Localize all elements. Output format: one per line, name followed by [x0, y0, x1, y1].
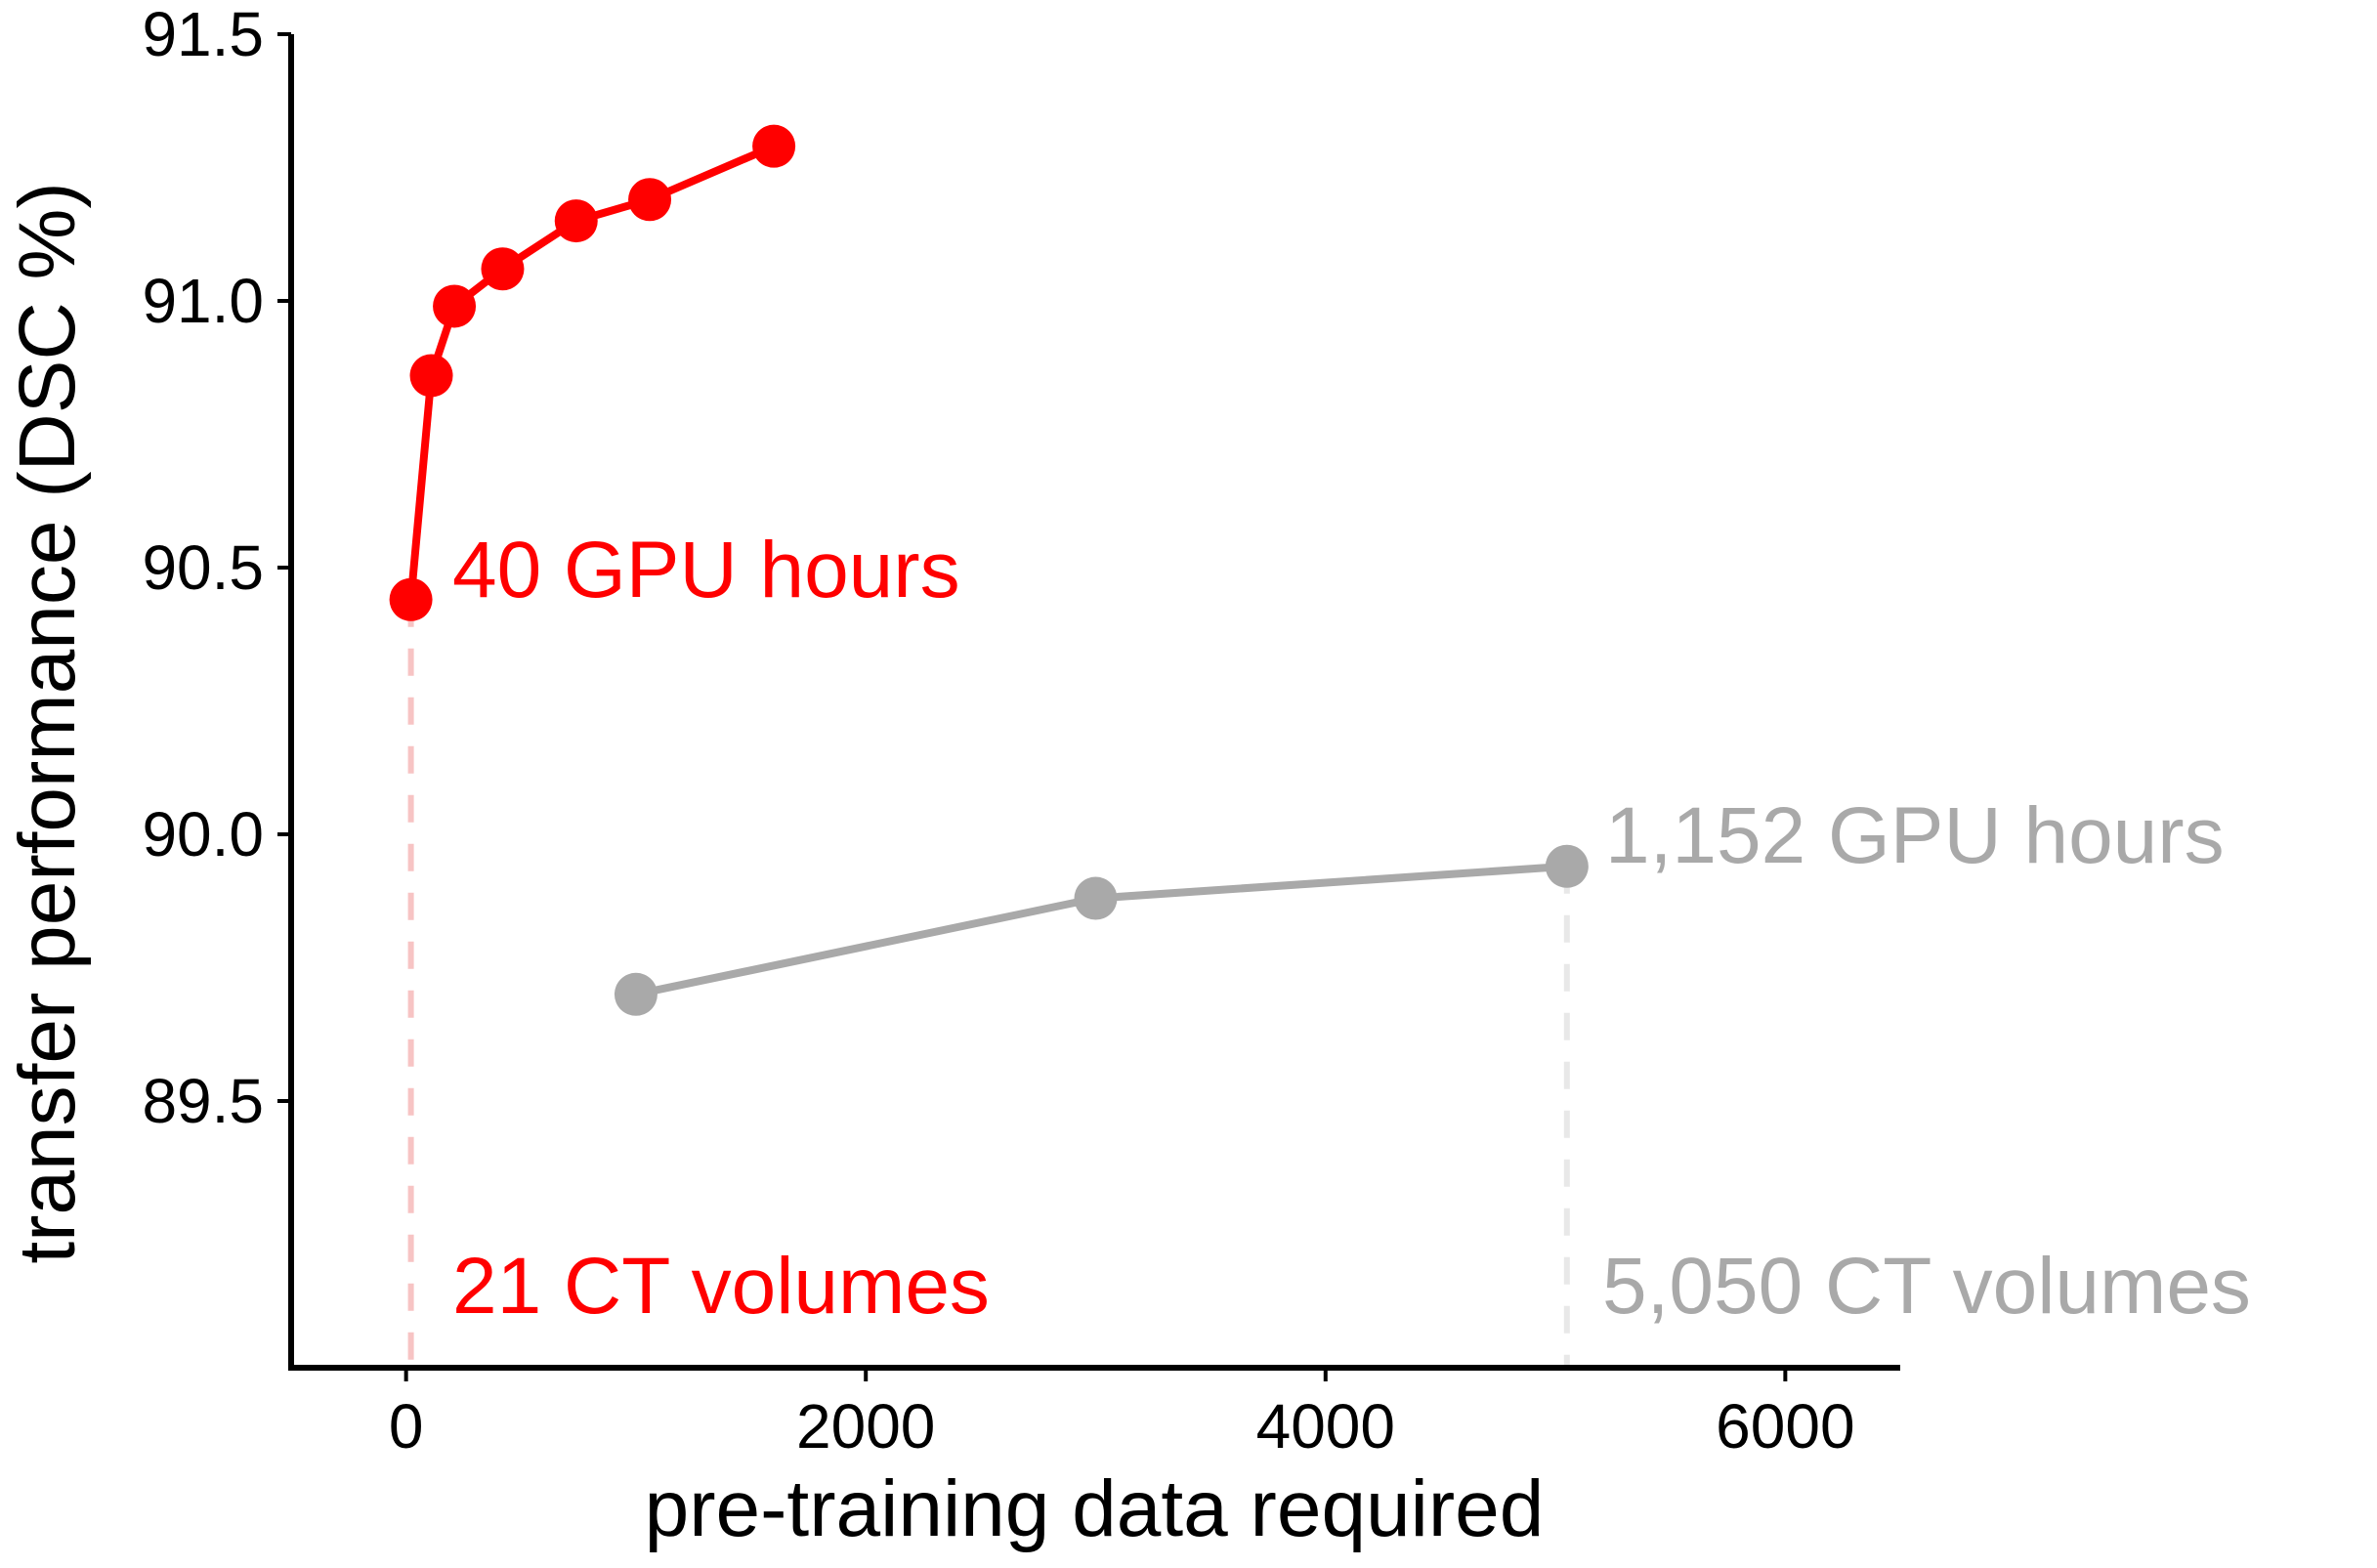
annotation-gray-gpu-hours: 1,152 GPU hours — [1605, 791, 2225, 880]
reference-lines — [407, 599, 1570, 1368]
x-tick-label: 4000 — [1256, 1391, 1395, 1462]
series-2-point — [1545, 844, 1589, 888]
annotation-red-gpu-hours: 40 GPU hours — [452, 526, 960, 614]
y-tick-label: 91.0 — [142, 266, 264, 336]
series-1-point — [481, 247, 525, 291]
series-1-point — [409, 354, 453, 398]
y-tick-label: 91.5 — [142, 0, 264, 69]
series-layer — [389, 124, 1589, 1016]
x-axis-title: pre-training data required — [645, 1464, 1545, 1553]
x-tick-label: 0 — [389, 1391, 424, 1462]
annotation-red-ct-volumes: 21 CT volumes — [452, 1242, 990, 1331]
y-axis-title: transfer performance (DSC %) — [3, 182, 92, 1263]
series-2-point — [1074, 876, 1118, 920]
series-2-point — [614, 972, 658, 1016]
y-tick-label: 90.5 — [142, 532, 264, 603]
x-tick-label: 2000 — [796, 1391, 935, 1462]
series-1-point — [554, 199, 598, 243]
x-tick-label: 6000 — [1716, 1391, 1854, 1462]
y-tick-label: 89.5 — [142, 1066, 264, 1136]
series-1-point — [752, 124, 796, 168]
annotation-gray-ct-volumes: 5,050 CT volumes — [1602, 1242, 2251, 1331]
series-1-point — [389, 577, 433, 621]
series-1-point — [433, 284, 477, 328]
y-tick-label: 90.0 — [142, 799, 264, 869]
ticks: 0 2000 4000 6000 89.5 90.0 90.5 91.0 91.5 — [142, 0, 1854, 1462]
series-1-point — [628, 178, 672, 222]
